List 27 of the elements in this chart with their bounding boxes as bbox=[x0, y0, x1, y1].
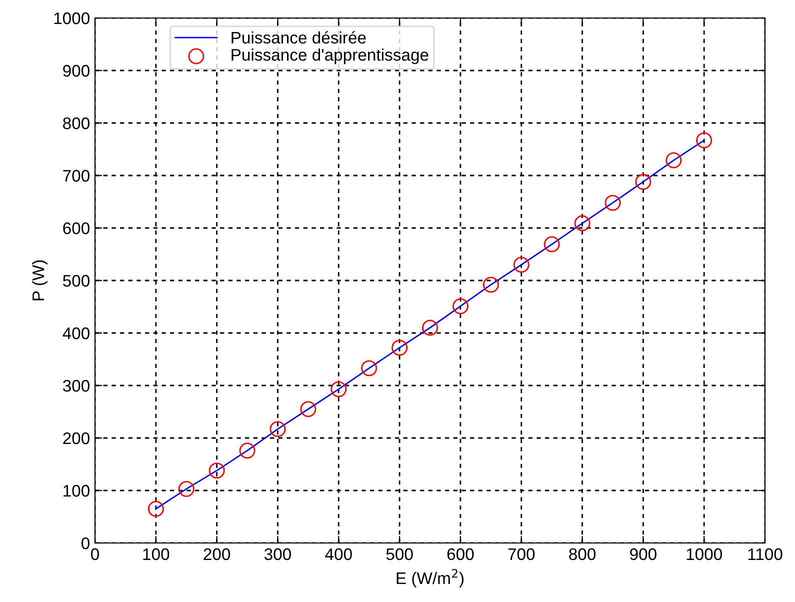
y-tick-label: 0 bbox=[82, 537, 90, 550]
y-tick-label: 300 bbox=[62, 380, 90, 392]
x-tick-label: 700 bbox=[508, 548, 535, 560]
x-tick-label: 900 bbox=[630, 548, 656, 560]
x-tick-label: 1100 bbox=[748, 548, 782, 560]
y-tick-label: 700 bbox=[63, 170, 90, 182]
y-tick-label: 600 bbox=[63, 222, 90, 234]
x-tick-label: 500 bbox=[386, 548, 413, 560]
x-axis-title: E (W/m$^{2}$) bbox=[396, 568, 464, 588]
y-tick-label: 800 bbox=[63, 117, 90, 130]
x-tick-label: 800 bbox=[569, 548, 596, 560]
legend-label: Puissance d'apprentissage bbox=[232, 48, 428, 64]
x-tick-label: 400 bbox=[325, 548, 352, 560]
y-tick-label: 500 bbox=[63, 274, 90, 287]
y-tick-label: 200 bbox=[63, 432, 90, 444]
y-tick-label: 100 bbox=[64, 484, 90, 497]
x-tick-label: 200 bbox=[204, 548, 230, 560]
y-tick-label: 900 bbox=[63, 64, 90, 77]
legend-label: Puissance désirée bbox=[232, 31, 366, 44]
y-axis-title: P (W) bbox=[32, 260, 48, 300]
x-tick-label: 0 bbox=[91, 548, 99, 560]
x-tick-label: 300 bbox=[264, 548, 291, 560]
y-tick-label: 400 bbox=[62, 327, 90, 340]
x-tick-label: 100 bbox=[143, 548, 170, 560]
y-tick-label: 1000 bbox=[54, 12, 90, 24]
x-tick-label: 600 bbox=[447, 548, 474, 560]
x-tick-label: 1000 bbox=[686, 548, 722, 560]
